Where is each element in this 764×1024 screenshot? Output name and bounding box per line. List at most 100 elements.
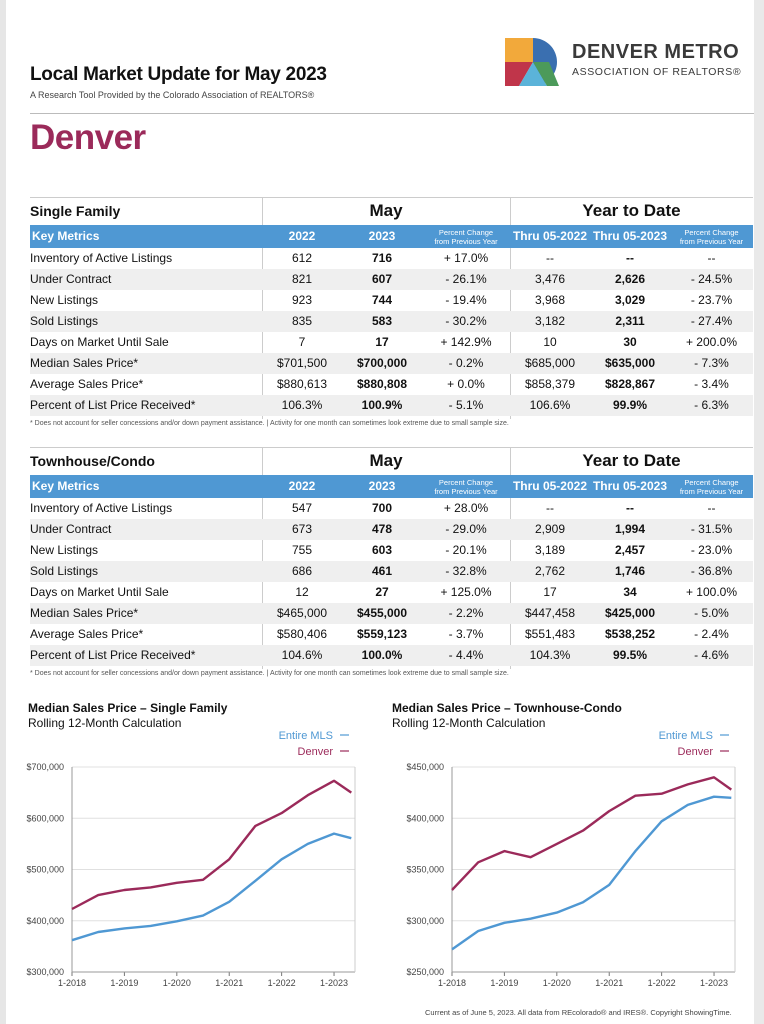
- townhouse-condo-table: Townhouse/Condo May Year to Date Key Met…: [30, 447, 753, 669]
- section-title: Single Family: [30, 203, 121, 219]
- ytd-2023: 2,311: [615, 314, 645, 328]
- y-tick-label: $400,000: [406, 813, 444, 823]
- header-pct-line1: Percent Change: [438, 228, 494, 237]
- column-divider: [510, 447, 511, 669]
- x-tick-label: 1-2023: [700, 978, 728, 988]
- chart-title: Median Sales Price – Townhouse-Condo: [392, 701, 622, 715]
- header-2023: 2023: [368, 479, 396, 493]
- y-tick-label: $400,000: [26, 916, 64, 926]
- table-row: Days on Market Until Sale 12 27 + 125.0% 17 3…: [30, 582, 753, 603]
- header-ytd-percent-change: Percent Change from Previous Year: [670, 475, 753, 498]
- metric-name: Under Contract: [30, 522, 112, 536]
- ytd-2023: $538,252: [604, 627, 656, 641]
- value-2022: 547: [291, 501, 313, 515]
- value-2022: $701,500: [276, 356, 328, 370]
- header-pct-line1: Percent Change: [684, 228, 739, 237]
- header-2022: 2022: [288, 479, 316, 493]
- value-2022: 755: [291, 543, 313, 557]
- section-title: Townhouse/Condo: [30, 453, 155, 469]
- metric-name: Median Sales Price*: [30, 606, 139, 620]
- table-top-border: [30, 447, 753, 448]
- header-thru-2022: Thru 05-2022: [512, 479, 588, 493]
- value-2023: $559,123: [356, 627, 408, 641]
- city-title: Denver: [30, 118, 146, 157]
- chart-subtitle: Rolling 12-Month Calculation: [392, 716, 546, 730]
- table-row: Percent of List Price Received* 104.6% 100…: [30, 645, 753, 666]
- legend-label: Entire MLS: [659, 730, 713, 742]
- value-2023: 603: [371, 543, 393, 557]
- ytd-2023: 2,457: [614, 543, 646, 557]
- value-2022: 673: [291, 522, 313, 536]
- ytd-2023: 3,029: [614, 293, 646, 307]
- ytd-2022: --: [546, 251, 554, 265]
- value-2022: 106.3%: [281, 398, 323, 412]
- page-edge-right: [754, 0, 764, 1024]
- ytd-percent-change: - 27.4%: [690, 314, 733, 328]
- ytd-percent-change: - 31.5%: [690, 522, 733, 536]
- metric-name: Days on Market Until Sale: [30, 585, 169, 599]
- table-row: Median Sales Price* $701,500 $700,000 - 0.2…: [30, 353, 753, 374]
- value-2022: $880,613: [276, 377, 328, 391]
- y-tick-label: $350,000: [406, 865, 444, 875]
- ytd-percent-change: - 3.4%: [694, 377, 729, 391]
- metric-name: Sold Listings: [30, 314, 99, 328]
- table-top-border: [30, 197, 753, 198]
- ytd-percent-change: - 4.6%: [694, 648, 729, 662]
- percent-change: - 29.0%: [445, 522, 487, 536]
- ytd-2022: 3,189: [534, 543, 566, 557]
- header-pct-line1: Percent Change: [438, 478, 494, 487]
- header-key-metrics: Key Metrics: [32, 479, 100, 493]
- percent-change: - 4.4%: [448, 648, 484, 662]
- value-2023: $455,000: [356, 606, 408, 620]
- metric-name: Percent of List Price Received*: [30, 648, 196, 662]
- ytd-percent-change: - 2.4%: [694, 627, 729, 641]
- x-tick-label: 1-2022: [268, 978, 296, 988]
- value-2023: 700: [371, 501, 393, 515]
- ytd-2023: 99.5%: [612, 648, 648, 662]
- metric-name: New Listings: [30, 543, 99, 557]
- y-tick-label: $700,000: [26, 762, 64, 772]
- ytd-2022: --: [546, 501, 554, 515]
- logo-text-sub: ASSOCIATION OF REALTORS®: [572, 66, 742, 78]
- ytd-percent-change: - 24.5%: [690, 272, 733, 286]
- ytd-2023: --: [626, 251, 634, 265]
- value-2022: 12: [295, 585, 309, 599]
- x-tick-label: 1-2021: [595, 978, 623, 988]
- header-pct-line2: from Previous Year: [434, 237, 498, 246]
- value-2023: 17: [375, 335, 389, 349]
- ytd-percent-change: --: [707, 251, 716, 265]
- header-thru-2022: Thru 05-2022: [512, 229, 588, 243]
- value-2022: 686: [291, 564, 313, 578]
- y-tick-label: $450,000: [406, 762, 444, 772]
- value-2022: 821: [291, 272, 313, 286]
- value-2023: $700,000: [356, 356, 408, 370]
- ytd-2022: 3,968: [534, 293, 566, 307]
- metric-name: Median Sales Price*: [30, 356, 139, 370]
- ytd-2023: $635,000: [604, 356, 656, 370]
- value-2023: 27: [375, 585, 389, 599]
- percent-change: - 26.1%: [445, 272, 487, 286]
- header-percent-change: Percent Change from Previous Year: [422, 225, 510, 248]
- table-footnote: * Does not account for seller concession…: [30, 420, 509, 427]
- header-thru-2023: Thru 05-2023: [592, 479, 668, 493]
- header-percent-change: Percent Change from Previous Year: [422, 475, 510, 498]
- ytd-2022: 104.3%: [529, 648, 571, 662]
- ytd-2022: $685,000: [524, 356, 576, 370]
- ytd-2022: $447,458: [524, 606, 576, 620]
- percent-change: - 30.2%: [445, 314, 487, 328]
- table-row: Under Contract 821 607 - 26.1% 3,476 2,626 - 2…: [30, 269, 753, 290]
- ytd-percent-change: - 6.3%: [694, 398, 729, 412]
- header-pct-line1: Percent Change: [684, 478, 739, 487]
- value-2023: 100.9%: [361, 398, 403, 412]
- ytd-percent-change: --: [707, 501, 716, 515]
- percent-change: + 125.0%: [440, 585, 492, 599]
- metric-name: Under Contract: [30, 272, 112, 286]
- table-row: Percent of List Price Received* 106.3% 100…: [30, 395, 753, 416]
- percent-change: + 28.0%: [443, 501, 489, 515]
- logo-text-main: DENVER METRO: [572, 41, 740, 63]
- metric-name: Inventory of Active Listings: [30, 251, 173, 265]
- y-tick-label: $300,000: [26, 967, 64, 977]
- x-tick-label: 1-2021: [215, 978, 243, 988]
- ytd-2023: 1,994: [614, 522, 646, 536]
- ytd-2022: 2,909: [534, 522, 566, 536]
